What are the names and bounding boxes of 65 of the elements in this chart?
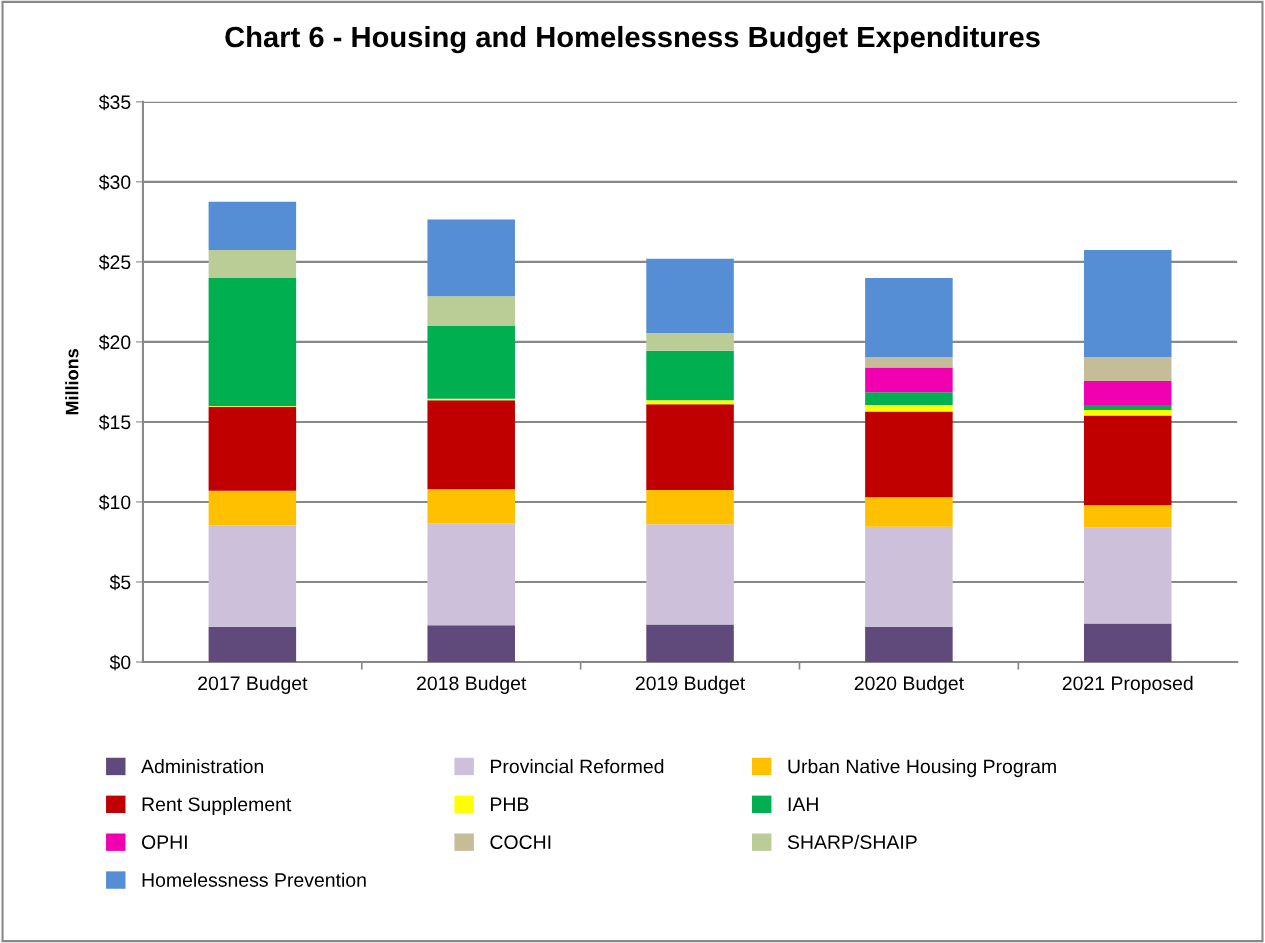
y-tick-label: $5 bbox=[109, 574, 131, 591]
bar bbox=[1083, 415, 1172, 506]
x-tick-label: 2021 Proposed bbox=[1062, 675, 1193, 694]
legend-label: Administration bbox=[141, 759, 263, 774]
bar bbox=[646, 404, 734, 490]
y-tick-label: $30 bbox=[98, 174, 131, 191]
bar bbox=[427, 625, 515, 662]
bar bbox=[1083, 381, 1172, 406]
bar bbox=[208, 201, 297, 250]
bar bbox=[427, 400, 515, 490]
chart-title: Chart 6 - Housing and Homelessness Budget Expenditures bbox=[225, 25, 1040, 54]
bar bbox=[208, 626, 297, 662]
bar bbox=[865, 392, 953, 406]
y-axis-title: Millions bbox=[65, 349, 79, 415]
bar bbox=[427, 296, 515, 326]
x-tick-label: 2018 Budget bbox=[417, 675, 527, 694]
bar bbox=[1083, 409, 1172, 416]
bar bbox=[865, 277, 953, 358]
x-tick-label: 2020 Budget bbox=[854, 675, 964, 694]
bar bbox=[427, 523, 515, 626]
legend-label: PHB bbox=[491, 797, 529, 811]
bar bbox=[646, 400, 734, 405]
bar bbox=[1083, 405, 1172, 410]
legend-label: COCHI bbox=[490, 835, 551, 850]
bar bbox=[646, 350, 734, 401]
x-tick-label: 2019 Budget bbox=[635, 675, 746, 694]
y-tick-label: $15 bbox=[98, 414, 131, 431]
y-tick-label: $25 bbox=[98, 254, 131, 271]
bar bbox=[427, 219, 515, 297]
bar bbox=[646, 489, 734, 525]
legend-label: IAH bbox=[788, 797, 818, 811]
y-tick-label: $0 bbox=[109, 654, 131, 671]
legend-label: Urban Native Housing Program bbox=[788, 759, 1056, 778]
bar bbox=[865, 357, 953, 368]
legend-label: SHARP/SHAIP bbox=[787, 834, 917, 850]
legend-label: Rent Supplement bbox=[142, 796, 292, 816]
bar bbox=[208, 277, 297, 406]
bar bbox=[208, 525, 297, 627]
bar bbox=[1083, 505, 1172, 528]
bar bbox=[427, 489, 515, 524]
bar bbox=[1083, 527, 1172, 624]
legend-label: Homelessness Prevention bbox=[142, 872, 366, 887]
y-tick-label: $20 bbox=[98, 334, 131, 351]
bar bbox=[865, 526, 953, 627]
bar bbox=[1083, 249, 1172, 358]
legend-label: Provincial Reformed bbox=[491, 759, 664, 774]
bar bbox=[865, 367, 953, 393]
bar bbox=[427, 325, 515, 399]
y-tick-label: $10 bbox=[98, 494, 131, 511]
bar bbox=[208, 249, 297, 278]
bar bbox=[1083, 357, 1172, 382]
bar bbox=[208, 406, 297, 491]
bar bbox=[865, 405, 953, 412]
bar bbox=[865, 626, 953, 662]
bar bbox=[208, 490, 297, 526]
x-tick-label: 2017 Budget bbox=[198, 675, 308, 694]
legend-label: OPHI bbox=[141, 835, 187, 850]
bar bbox=[646, 624, 734, 662]
bar bbox=[865, 497, 953, 527]
y-tick-label: $35 bbox=[98, 94, 131, 111]
bar bbox=[1083, 623, 1172, 662]
bar bbox=[865, 411, 953, 498]
bar bbox=[646, 333, 734, 351]
bar bbox=[646, 524, 734, 625]
bar bbox=[646, 258, 734, 334]
